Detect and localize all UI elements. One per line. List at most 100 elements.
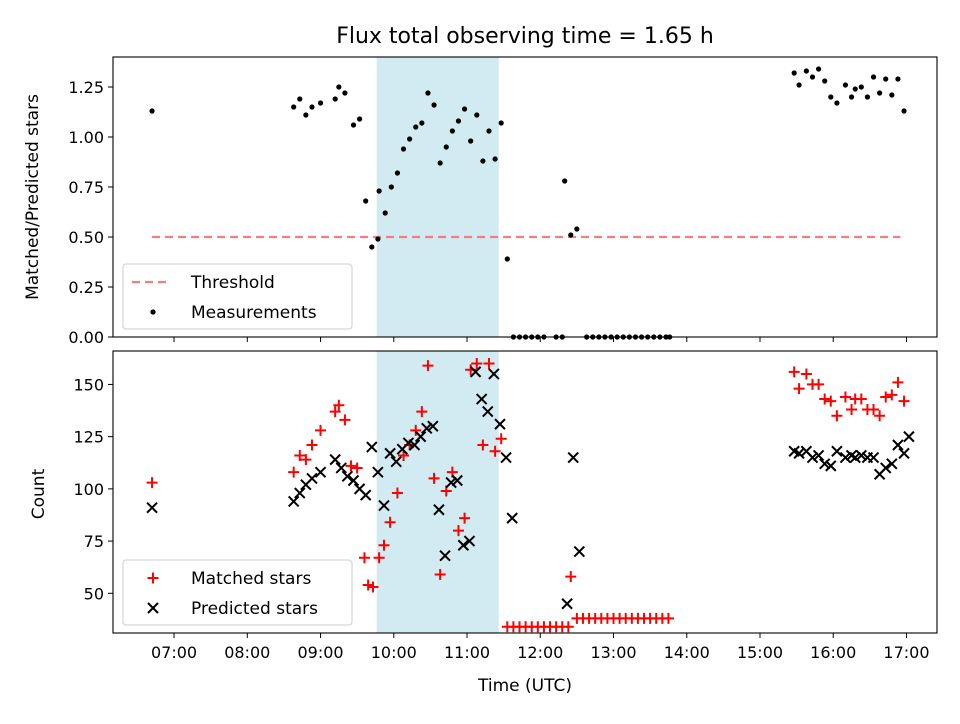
matched-star-point (477, 439, 489, 451)
measurement-point (870, 74, 877, 80)
measurement-point (332, 96, 338, 102)
measurement-point (376, 188, 382, 194)
predicted-star-point (329, 453, 341, 466)
matched-star-point (306, 439, 318, 451)
measurement-point (562, 178, 568, 184)
matched-star-point (294, 449, 306, 461)
predicted-star-point (818, 458, 831, 470)
matched-star-point (329, 406, 341, 418)
x-tick-label: 09:00 (297, 643, 343, 662)
predicted-star-point (880, 462, 892, 474)
matched-star-point (300, 454, 312, 466)
top-shaded-interval (376, 57, 499, 337)
predicted-star-point (892, 439, 904, 451)
predicted-star-point (469, 366, 482, 378)
predicted-star-point (372, 466, 384, 478)
predicted-star-point (433, 504, 445, 516)
predicted-star-point (494, 418, 506, 430)
measurement-point (895, 76, 901, 82)
measurement-point (400, 146, 407, 152)
matched-star-point (819, 393, 831, 405)
measurement-point (388, 184, 394, 190)
matched-star-point (793, 383, 805, 395)
measurement-point (369, 244, 375, 250)
predicted-star-point (500, 451, 512, 464)
predicted-star-point (421, 422, 433, 434)
predicted-star-point (414, 430, 427, 443)
matched-star-point (351, 462, 363, 474)
predicted-star-point (903, 430, 915, 443)
matched-star-point (428, 472, 440, 484)
predicted-star-point (561, 598, 573, 610)
predicted-star-point (849, 451, 861, 464)
x-tick-label: 12:00 (517, 643, 563, 662)
predicted-star-point (294, 487, 306, 499)
measurement-point (834, 100, 840, 106)
measurement-point (486, 128, 492, 134)
matched-star-point (868, 403, 880, 415)
measurement-point (437, 160, 443, 166)
predicted-star-point (384, 447, 396, 460)
measurement-point (297, 96, 303, 102)
predicted-star-point (306, 472, 318, 485)
measurement-point (492, 156, 498, 162)
bottom-y-tick-label: 125 (73, 428, 104, 447)
matched-star-point (662, 612, 674, 624)
bottom-y-tick-label: 50 (84, 584, 104, 603)
predicted-star-point (378, 499, 390, 512)
matched-star-point (825, 395, 837, 407)
matched-star-point (410, 424, 422, 436)
matched-star-point (855, 393, 867, 405)
predicted-star-point (366, 441, 378, 453)
matched-star-point (898, 395, 910, 407)
bottom-y-tick-label: 150 (73, 375, 104, 394)
predicted-star-point (146, 501, 158, 514)
predicted-star-point (314, 466, 327, 478)
matched-star-point (489, 445, 501, 457)
measurement-point (425, 90, 431, 96)
matched-star-point (416, 406, 428, 418)
matched-star-point (339, 414, 351, 426)
predicted-star-point (463, 535, 476, 547)
predicted-star-point (567, 451, 579, 464)
matched-star-point (800, 368, 812, 380)
measurement-point (883, 76, 889, 82)
top-legend-box (122, 263, 353, 330)
measurement-point (407, 136, 413, 142)
predicted-star-point (886, 458, 898, 470)
predicted-star-point (806, 451, 819, 464)
measurement-point (356, 116, 363, 122)
legend-predicted-swatch (147, 602, 159, 614)
top-y-tick-label: 0.00 (68, 328, 104, 347)
predicted-star-point (427, 420, 439, 432)
matched-star-point (459, 512, 471, 524)
predicted-star-point (898, 447, 910, 460)
x-tick-label: 14:00 (664, 643, 710, 662)
matched-star-point (562, 621, 574, 633)
matched-star-point (358, 552, 370, 564)
measurement-point (455, 118, 462, 124)
measurement-point (291, 104, 297, 110)
measurement-point (363, 198, 369, 204)
matched-star-point (471, 358, 483, 370)
measurement-point (443, 144, 449, 150)
measurement-point (889, 92, 895, 98)
measurement-point (803, 68, 809, 74)
measurement-point (852, 86, 858, 92)
measurement-point (336, 84, 342, 90)
predicted-star-point (855, 449, 868, 462)
predicted-star-point (445, 476, 457, 489)
legend-matched-swatch (147, 572, 159, 584)
legend-measurements-swatch (150, 309, 156, 315)
top-axes-frame (112, 56, 938, 338)
x-tick-label: 07:00 (151, 643, 197, 662)
measurement-point (877, 90, 883, 96)
matched-star-point (362, 579, 374, 591)
x-tick-label: 13:00 (590, 643, 636, 662)
x-tick-label: 10:00 (371, 643, 417, 662)
measurement-point (474, 112, 480, 118)
matched-star-point (452, 525, 464, 537)
matched-star-point (345, 460, 357, 472)
